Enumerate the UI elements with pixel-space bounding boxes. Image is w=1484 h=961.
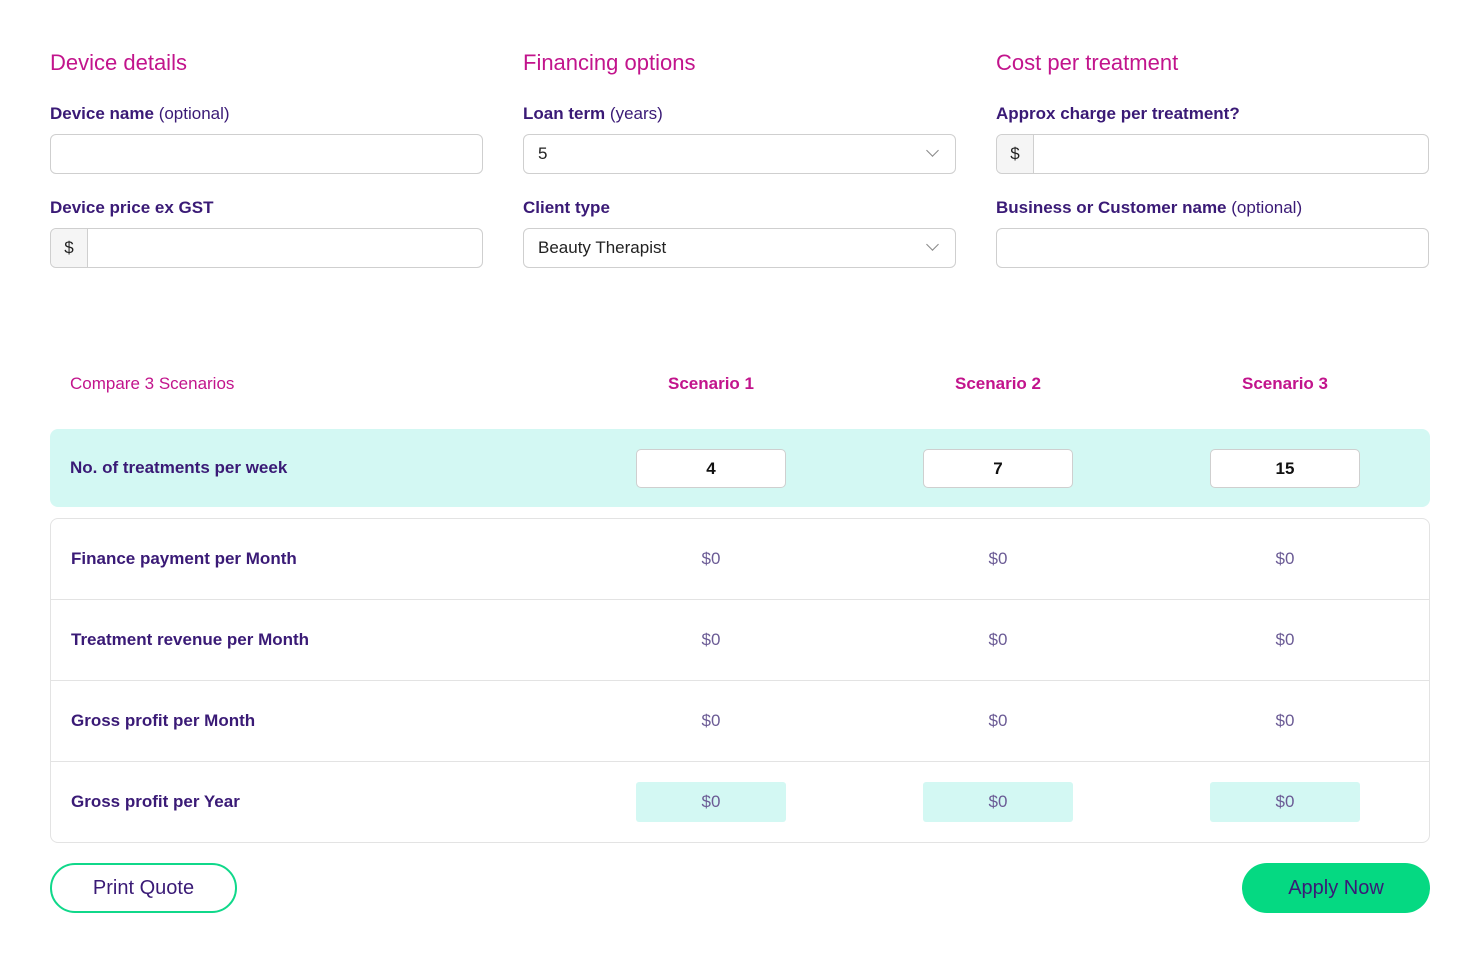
text-input[interactable] (50, 134, 483, 174)
select-value: Beauty Therapist (538, 238, 667, 257)
label-hint: (optional) (158, 104, 230, 123)
scenario-header: Scenario 2 (955, 374, 1041, 393)
result-value: $0 (701, 711, 721, 730)
result-value: $0 (988, 711, 1008, 730)
section-title: Cost per treatment (996, 50, 1179, 75)
treatments-input[interactable]: 7 (923, 449, 1073, 488)
label-text: Approx charge per treatment? (996, 104, 1240, 123)
section-title: Device details (50, 50, 187, 75)
result-value: $0 (1210, 782, 1360, 822)
result-value: $0 (636, 782, 786, 822)
section-title: Financing options (523, 50, 696, 75)
results-row: Treatment revenue per Month $0 $0 $0 (51, 600, 1429, 681)
field-label: Business or Customer name (optional) (996, 198, 1302, 218)
results-row: Gross profit per Month $0 $0 $0 (51, 681, 1429, 762)
print-quote-button[interactable]: Print Quote (50, 863, 237, 913)
row-label: No. of treatments per week (70, 458, 288, 477)
treatments-input[interactable]: 15 (1210, 449, 1360, 488)
label-text: Loan term (523, 104, 606, 123)
label-text: Client type (523, 198, 610, 217)
chevron (926, 144, 939, 157)
field-label: Device price ex GST (50, 198, 213, 218)
result-value: $0 (701, 630, 721, 649)
select-box[interactable]: 5 (523, 134, 956, 174)
field-label: Loan term (years) (523, 104, 663, 124)
result-value: $0 (1275, 630, 1295, 649)
field-label: Client type (523, 198, 610, 218)
input-prefix: $ (51, 229, 88, 267)
results-row: Finance payment per Month $0 $0 $0 (51, 519, 1429, 600)
row-label: Finance payment per Month (71, 549, 297, 568)
label-text: Device name (50, 104, 154, 123)
select-value: 5 (538, 144, 548, 163)
field-label: Device name (optional) (50, 104, 230, 124)
label-text: Business or Customer name (996, 198, 1227, 217)
results-row: Gross profit per Year $0 $0 $0 (51, 762, 1429, 843)
apply-now-button[interactable]: Apply Now (1242, 863, 1430, 913)
compare-title: Compare 3 Scenarios (70, 374, 235, 393)
result-value: $0 (923, 782, 1073, 822)
row-label: Gross profit per Month (71, 711, 256, 730)
result-value: $0 (988, 630, 1008, 649)
treatments-row: No. of treatments per week 4 7 15 (50, 429, 1430, 507)
row-label: Treatment revenue per Month (71, 630, 310, 649)
treatments-input[interactable]: 4 (636, 449, 786, 488)
result-value: $0 (988, 549, 1008, 568)
result-value: $0 (701, 549, 721, 568)
scenario-header: Scenario 3 (1242, 374, 1328, 393)
text-input[interactable]: $ (50, 228, 483, 268)
chevron (926, 238, 939, 251)
input-prefix: $ (997, 135, 1034, 173)
text-input[interactable]: $ (996, 134, 1429, 174)
result-value: $0 (1275, 549, 1295, 568)
row-label: Gross profit per Year (71, 792, 240, 811)
field-label: Approx charge per treatment? (996, 104, 1240, 124)
results-table: Finance payment per Month $0 $0 $0 Treatment… (50, 518, 1430, 843)
text-input[interactable] (996, 228, 1429, 268)
label-text: Device price ex GST (50, 198, 214, 217)
result-value: $0 (1275, 711, 1295, 730)
scenario-header: Scenario 1 (668, 374, 754, 393)
select-box[interactable]: Beauty Therapist (523, 228, 956, 268)
label-hint: (years) (609, 104, 663, 123)
label-hint: (optional) (1231, 198, 1303, 217)
